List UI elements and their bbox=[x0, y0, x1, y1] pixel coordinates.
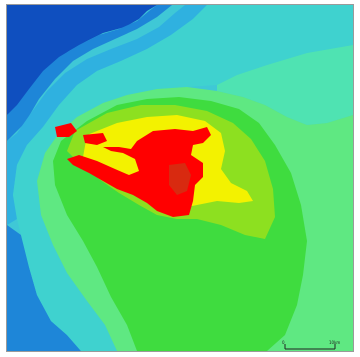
red-peak-left bbox=[55, 123, 77, 137]
light-blue-zone bbox=[7, 5, 207, 225]
scale-bar bbox=[284, 344, 336, 350]
red-peak-main bbox=[67, 127, 211, 217]
scale-end-label: 10km bbox=[329, 340, 341, 345]
aqua-green-zone bbox=[217, 45, 353, 125]
map-frame bbox=[6, 4, 354, 352]
red-peak-small bbox=[83, 133, 107, 145]
deep-blue-zone bbox=[7, 5, 157, 115]
left-blue-strip bbox=[7, 225, 81, 351]
summit-patch bbox=[169, 163, 191, 195]
cyan-zone bbox=[13, 5, 353, 351]
scale-start-label: 0 bbox=[282, 340, 285, 345]
terrain-map bbox=[7, 5, 353, 351]
